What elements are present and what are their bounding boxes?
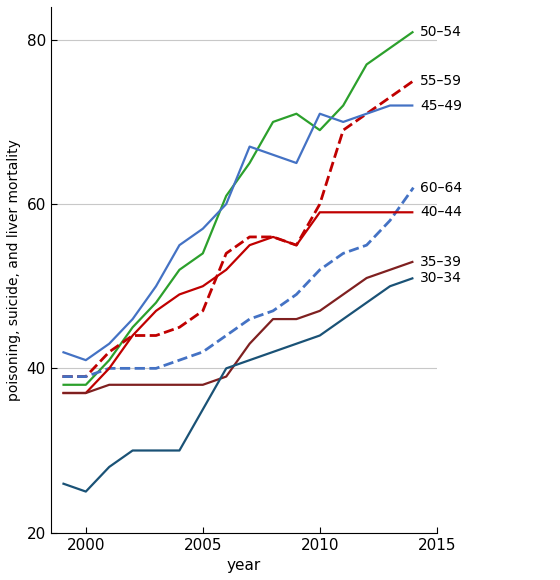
- Text: 60–64: 60–64: [421, 180, 463, 195]
- X-axis label: year: year: [227, 558, 261, 573]
- Text: 40–44: 40–44: [421, 205, 462, 219]
- Text: 55–59: 55–59: [421, 74, 463, 88]
- Y-axis label: poisoning, suicide, and liver mortality: poisoning, suicide, and liver mortality: [7, 139, 21, 401]
- Text: 50–54: 50–54: [421, 24, 462, 39]
- Text: 35–39: 35–39: [421, 255, 463, 269]
- Text: 45–49: 45–49: [421, 99, 463, 113]
- Text: 30–34: 30–34: [421, 271, 462, 285]
